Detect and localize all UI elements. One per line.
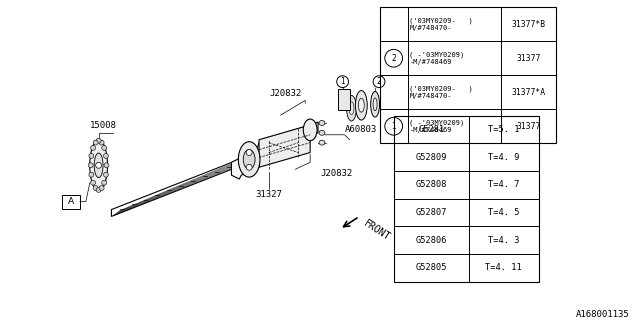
Text: 1: 1 [391,122,396,131]
Text: 15008: 15008 [90,121,117,130]
Text: ('03MY0209-   )
M/#748470-: ('03MY0209- ) M/#748470- [410,85,473,99]
Text: ( -'03MY0209)
-M/#748469: ( -'03MY0209) -M/#748469 [410,52,465,65]
Bar [394,116,539,282]
Circle shape [102,146,107,150]
Ellipse shape [373,98,377,111]
Ellipse shape [355,91,367,120]
Text: G52807: G52807 [416,208,447,217]
Circle shape [96,138,101,143]
Circle shape [96,188,101,192]
Ellipse shape [90,140,108,191]
Text: T=4. 3: T=4. 3 [488,236,520,245]
Circle shape [91,146,95,150]
Text: ( -'03MY0209)
-M/#748469: ( -'03MY0209) -M/#748469 [410,119,465,133]
Circle shape [104,153,108,158]
Text: T=4. 9: T=4. 9 [488,153,520,162]
Bar [380,7,556,143]
Text: 31377: 31377 [516,54,541,63]
Text: 31327: 31327 [255,190,282,199]
Polygon shape [232,122,318,179]
Ellipse shape [94,153,103,178]
Circle shape [104,172,108,177]
Text: 31377*B: 31377*B [511,20,545,29]
Text: 2: 2 [391,54,396,63]
Polygon shape [259,125,310,167]
Bar [338,89,349,110]
Ellipse shape [238,142,260,177]
Circle shape [102,180,107,185]
Text: FRONT: FRONT [362,219,392,243]
Circle shape [95,162,102,168]
Text: G52808: G52808 [416,180,447,189]
Text: 31377: 31377 [516,122,541,131]
Circle shape [99,186,104,190]
Ellipse shape [243,149,255,169]
Bar [62,195,80,209]
Circle shape [88,163,93,168]
Circle shape [89,172,94,177]
Text: T=4. 11: T=4. 11 [486,263,522,272]
Ellipse shape [319,140,325,145]
Circle shape [246,164,252,170]
Circle shape [246,149,252,156]
Text: J20832: J20832 [320,169,352,178]
Circle shape [91,180,95,185]
Ellipse shape [371,92,380,117]
Text: T=5. 1: T=5. 1 [488,125,520,134]
Text: J20832: J20832 [269,89,301,98]
Text: T=4. 7: T=4. 7 [488,180,520,189]
Ellipse shape [319,121,325,125]
Circle shape [99,140,104,145]
Text: 2: 2 [377,77,381,86]
Circle shape [93,140,98,145]
Circle shape [89,153,94,158]
Ellipse shape [358,98,364,112]
Text: G52806: G52806 [416,236,447,245]
Text: G5281: G5281 [419,125,445,134]
Text: ('03MY0209-   )
M/#748470-: ('03MY0209- ) M/#748470- [410,18,473,31]
Ellipse shape [349,102,354,115]
Text: 31377*A: 31377*A [511,88,545,97]
Ellipse shape [319,130,325,135]
Ellipse shape [303,119,317,141]
Text: 1: 1 [340,77,345,86]
Text: T=4. 5: T=4. 5 [488,208,520,217]
Circle shape [93,186,98,190]
Text: A168001135: A168001135 [576,310,630,319]
Text: A: A [68,197,74,206]
Ellipse shape [347,95,356,121]
Polygon shape [111,159,239,216]
Circle shape [104,163,109,168]
Text: G52805: G52805 [416,263,447,272]
Text: A60803: A60803 [344,125,377,134]
Text: G52809: G52809 [416,153,447,162]
